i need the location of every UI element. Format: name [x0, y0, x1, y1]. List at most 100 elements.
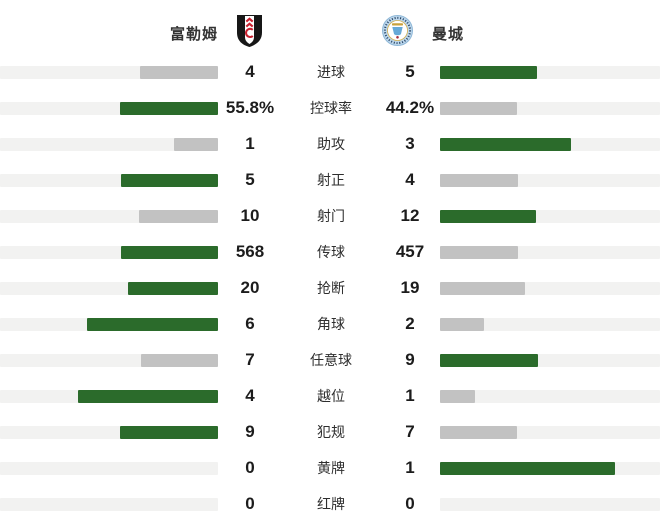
away-bar-fill: [440, 281, 526, 295]
away-bar-track: [440, 389, 660, 403]
home-bar-track: [0, 173, 218, 187]
away-value: 7: [405, 422, 415, 441]
home-bar-fill: [138, 209, 218, 223]
away-value: 1: [405, 386, 415, 405]
away-value: 0: [405, 494, 415, 513]
home-bar-track: [0, 389, 218, 403]
stat-row: 10 射门 12: [0, 198, 660, 234]
away-bar-track: [440, 209, 660, 223]
stat-label: 进球: [317, 64, 345, 80]
away-bar-track: [440, 353, 660, 367]
home-value: 4: [245, 62, 255, 81]
away-bar-fill: [440, 209, 536, 223]
away-team-name: 曼城: [432, 26, 465, 43]
home-bar-fill: [121, 245, 218, 259]
away-value: 3: [405, 134, 415, 153]
home-bar-track: [0, 317, 218, 331]
home-value: 7: [245, 350, 255, 369]
fulham-crest-icon: [237, 15, 262, 47]
away-bar-track: [440, 317, 660, 331]
home-bar-fill: [78, 389, 218, 403]
home-bar-track: [0, 425, 218, 439]
away-bar-fill: [440, 425, 517, 439]
home-bar-fill: [86, 317, 218, 331]
home-bar-track: [0, 497, 218, 511]
away-value: 4: [405, 170, 415, 189]
stat-row: 4 进球 5: [0, 54, 660, 90]
away-bar-fill: [440, 245, 518, 259]
away-value: 5: [405, 62, 415, 81]
away-value: 457: [395, 242, 425, 261]
away-bar-fill: [440, 173, 518, 187]
stat-label: 越位: [317, 388, 345, 404]
away-bar-track: [440, 137, 660, 151]
away-bar-track: [440, 101, 660, 115]
stat-row: 568 传球 457: [0, 234, 660, 270]
home-bar-track: [0, 209, 218, 223]
home-team-name: 富勒姆: [169, 26, 218, 43]
away-bar-track: [440, 281, 660, 295]
home-bar-fill: [120, 101, 218, 115]
home-value: 0: [245, 494, 255, 513]
home-bar-fill: [174, 137, 218, 151]
stat-row: 0 黄牌 1: [0, 450, 660, 486]
away-value: 9: [405, 350, 415, 369]
home-bar-track: [0, 245, 218, 259]
away-value: 19: [400, 278, 420, 297]
home-value: 1: [245, 134, 255, 153]
stat-label: 黄牌: [317, 460, 345, 476]
away-bar-track: [440, 461, 660, 475]
home-value: 6: [245, 314, 255, 333]
away-bar-fill: [440, 461, 615, 475]
away-bar-fill: [440, 389, 475, 403]
stat-label: 抢断: [317, 280, 345, 296]
stat-label: 射门: [317, 208, 345, 224]
away-bar-track: [440, 245, 660, 259]
home-value: 9: [245, 422, 255, 441]
stat-row: 4 越位 1: [0, 378, 660, 414]
stat-row: 0 红牌 0: [0, 486, 660, 522]
stat-label: 任意球: [310, 352, 352, 368]
away-bar-track: [440, 173, 660, 187]
away-value: 2: [405, 314, 415, 333]
home-value: 20: [240, 278, 260, 297]
stat-row: 1 助攻 3: [0, 126, 660, 162]
home-bar-track: [0, 353, 218, 367]
stat-row: 9 犯规 7: [0, 414, 660, 450]
home-bar-track: [0, 461, 218, 475]
stat-label: 传球: [317, 244, 345, 260]
home-value: 0: [245, 458, 255, 477]
home-value: 10: [240, 206, 260, 225]
away-bar-fill: [440, 353, 539, 367]
home-bar-track: [0, 101, 218, 115]
stat-row: 20 抢断 19: [0, 270, 660, 306]
home-bar-fill: [119, 425, 218, 439]
stat-row: 5 射正 4: [0, 162, 660, 198]
stat-label: 控球率: [310, 100, 352, 116]
away-bar-fill: [440, 65, 538, 79]
home-bar-fill: [120, 173, 218, 187]
away-bar-track: [440, 65, 660, 79]
home-value: 55.8%: [225, 98, 275, 117]
away-bar-fill: [440, 137, 572, 151]
away-bar-track: [440, 497, 660, 511]
home-bar-track: [0, 281, 218, 295]
stat-label: 角球: [317, 316, 345, 332]
away-bar-fill: [440, 317, 484, 331]
stat-row: 7 任意球 9: [0, 342, 660, 378]
away-value: 1: [405, 458, 415, 477]
man-city-crest-icon: [382, 15, 413, 46]
away-bar-track: [440, 425, 660, 439]
home-bar-track: [0, 137, 218, 151]
stat-label: 犯规: [317, 424, 345, 440]
stat-row: 6 角球 2: [0, 306, 660, 342]
stat-label: 红牌: [317, 496, 345, 512]
away-value: 44.2%: [385, 98, 435, 117]
stats-list: 4 进球 5 55.8% 控球率 44.2% 1 助攻 3: [0, 54, 660, 522]
away-bar-fill: [440, 101, 518, 115]
home-value: 5: [245, 170, 255, 189]
home-value: 568: [235, 242, 265, 261]
home-bar-fill: [140, 65, 218, 79]
home-bar-track: [0, 65, 218, 79]
